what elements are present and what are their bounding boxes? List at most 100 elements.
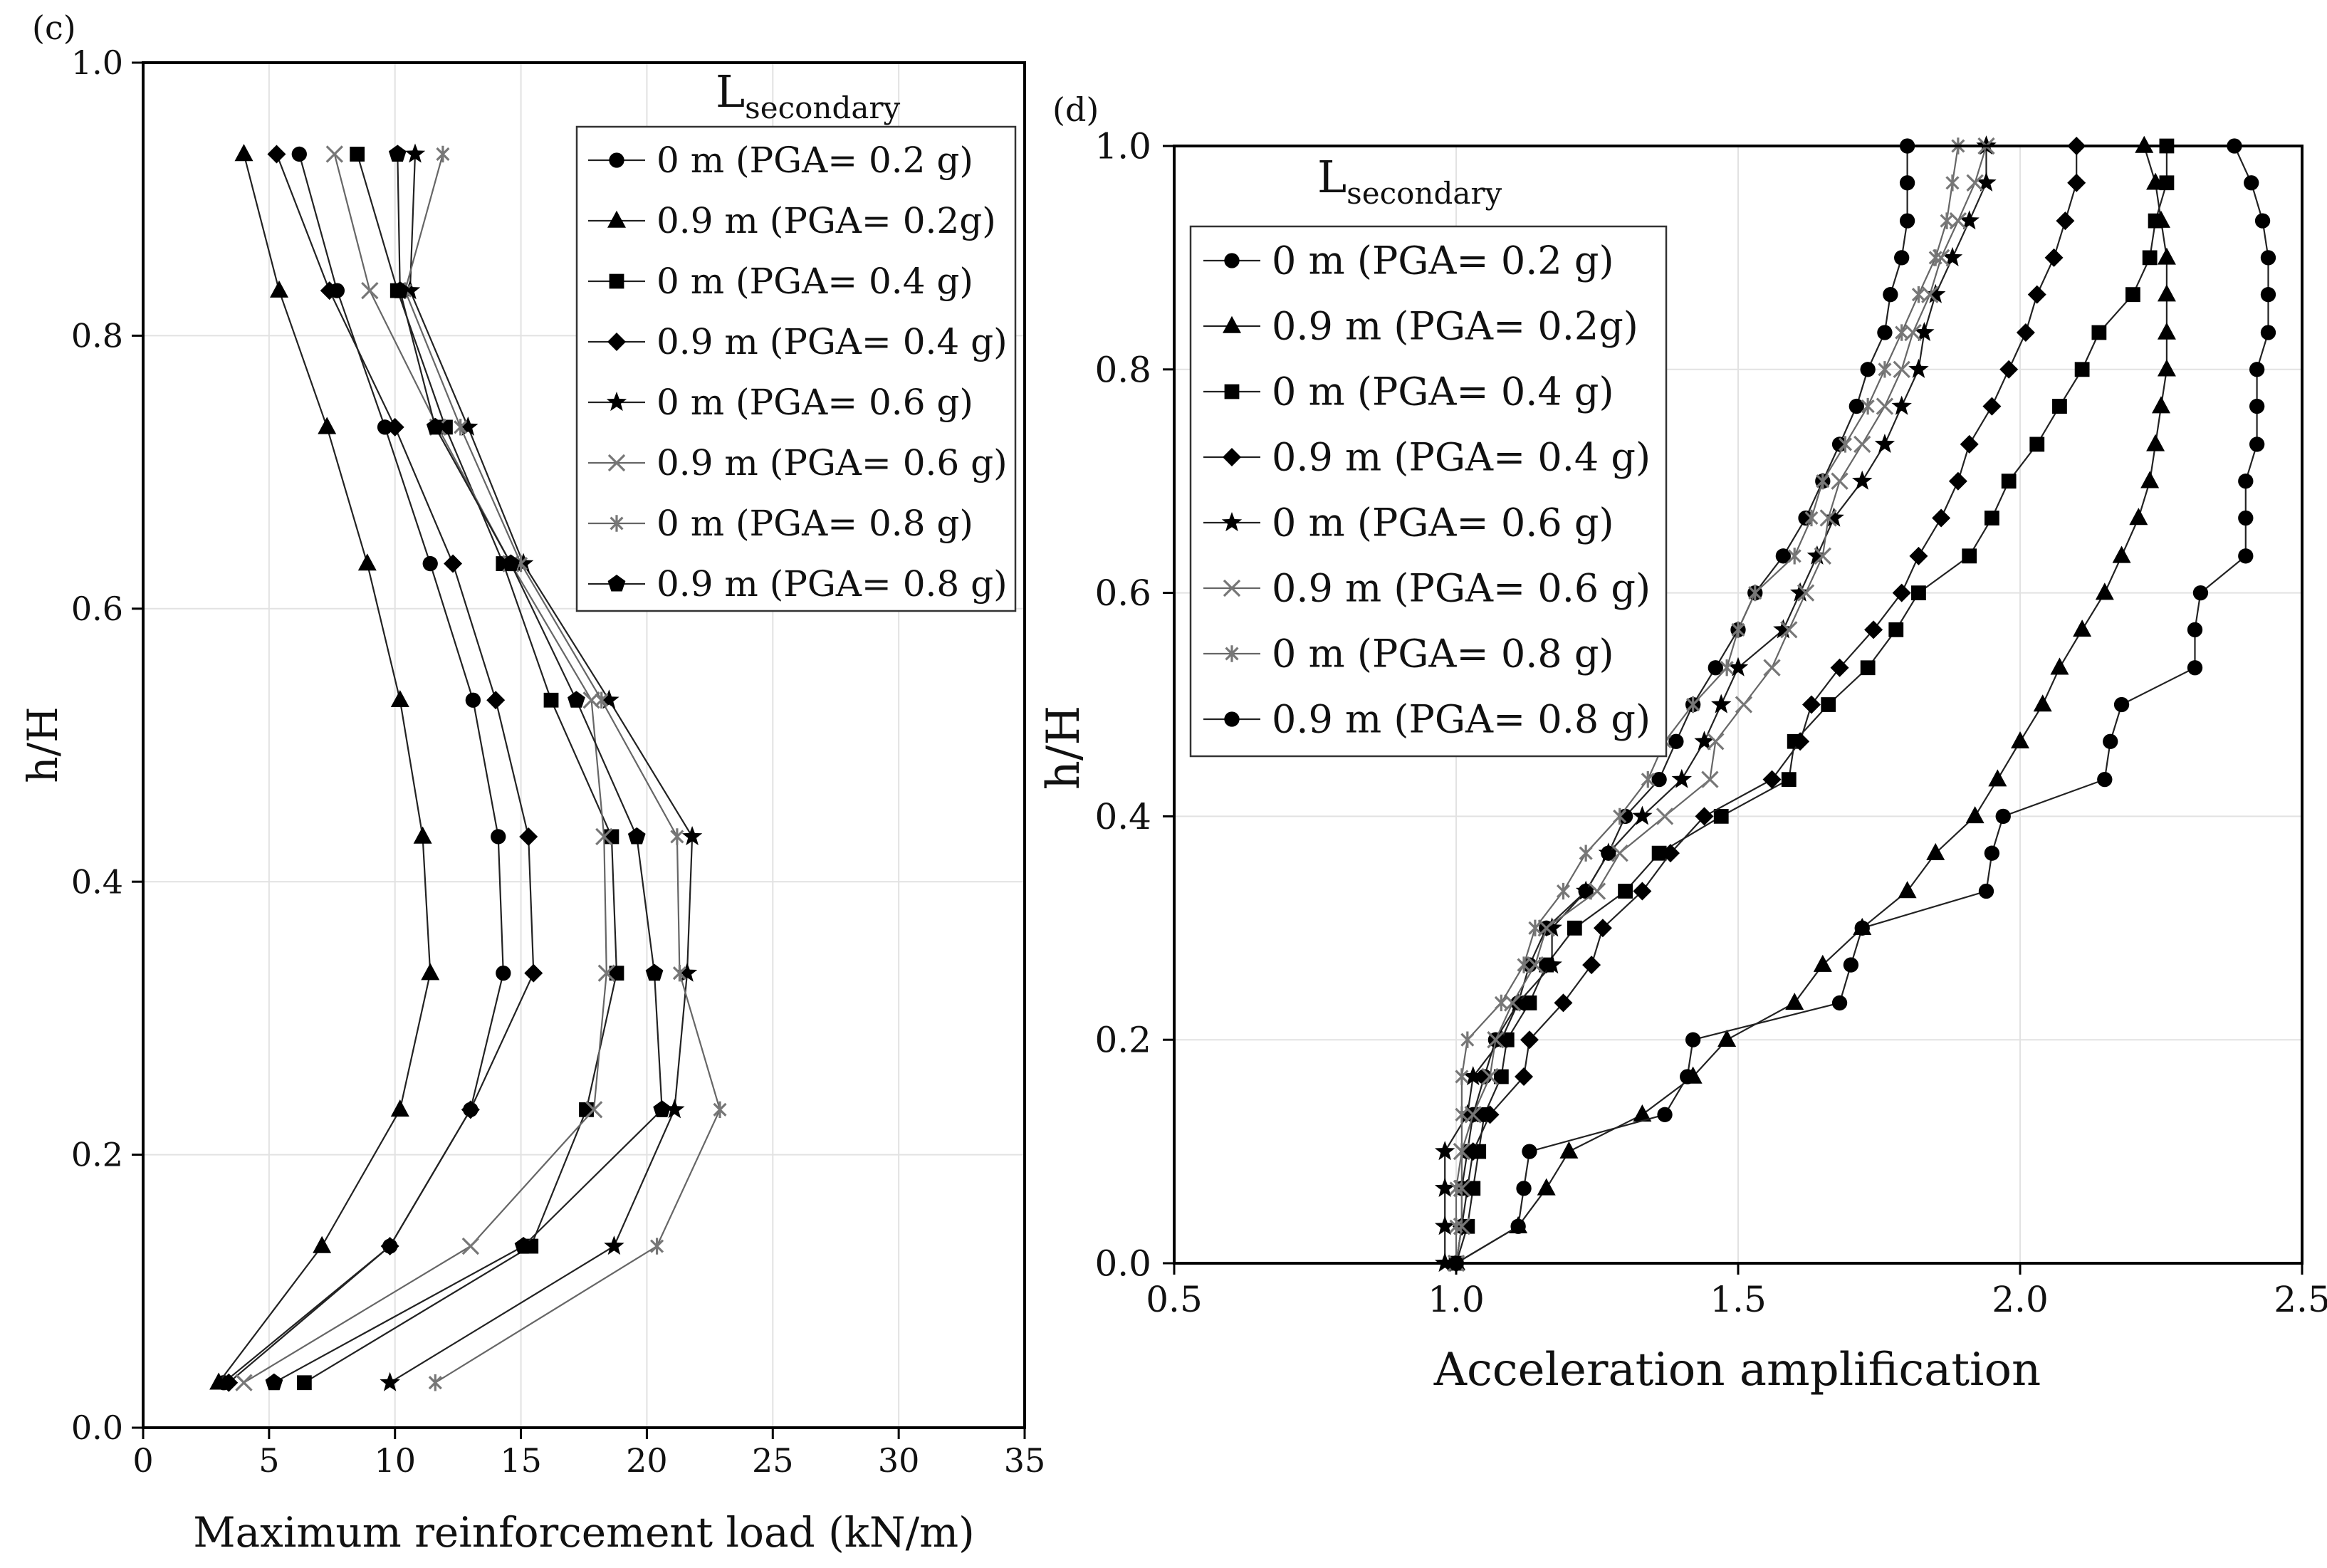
c-data-point [399, 280, 421, 300]
c-legend-item: 0 m (PGA= 0.2 g) [588, 140, 973, 181]
d-data-point [1928, 249, 1942, 266]
d-data-point [2001, 474, 2017, 489]
d-data-point [2238, 510, 2254, 526]
d-data-point [1909, 546, 1928, 565]
c-series-0-9-m-pga-0-6-g [235, 145, 616, 1391]
panel-c-legend-items: 0 m (PGA= 0.2 g) 0.9 m (PGA= 0.2g) 0 m (PG… [588, 140, 1008, 605]
c-y-tick-label: 0.4 [71, 862, 123, 901]
d-data-point [1959, 210, 1980, 230]
d-data-point [2159, 175, 2175, 191]
d-data-point [1848, 398, 1864, 414]
d-data-point [1978, 883, 1994, 899]
c-data-point [604, 1235, 624, 1255]
d-series-0-9-m-pga-0-2g [1447, 135, 2176, 1270]
c-x-tick-label: 25 [752, 1441, 794, 1480]
d-y-tick-label: 1.0 [1094, 126, 1151, 167]
d-data-point [1853, 435, 1871, 454]
d-data-point [1838, 436, 1853, 453]
d-data-point [1899, 175, 1915, 191]
panel-d-legend: Lsecondary 0 m (PGA= 0.2 g) 0.9 m (PGA= 0… [1189, 151, 1668, 758]
panel-c-y-axis-title: h/H [19, 706, 67, 783]
panel-d-label: (d) [1052, 90, 1099, 129]
d-data-point [2187, 660, 2203, 676]
panel-d-legend-title-main: L [1317, 151, 1346, 203]
d-data-point [2157, 322, 2176, 340]
panel-d-legend-title-sub: secondary [1346, 176, 1502, 211]
d-y-tick-label: 0.6 [1094, 573, 1151, 614]
d-legend-item: 0 m (PGA= 0.8 g) [1203, 631, 1614, 676]
d-data-point [1735, 696, 1753, 714]
d-data-point [1925, 283, 1946, 303]
d-data-point [1802, 695, 1821, 714]
c-y-tick-label: 0.0 [71, 1408, 123, 1447]
d-data-point [1988, 769, 2007, 787]
d-data-point [1685, 1032, 1701, 1047]
d-data-point [1814, 547, 1831, 565]
d-data-point [1965, 806, 1985, 824]
d-data-point [1911, 585, 1926, 600]
d-data-point [2029, 437, 2045, 452]
d-data-point [1671, 768, 1692, 788]
d-data-point [1567, 920, 1582, 936]
c-data-point [291, 146, 307, 162]
d-data-point [2260, 250, 2276, 266]
c-data-point [681, 826, 703, 845]
d-data-point [2260, 325, 2276, 340]
c-data-point [422, 555, 438, 572]
d-data-point [1449, 1180, 1463, 1197]
d-data-point [1806, 545, 1828, 565]
d-data-point [1962, 548, 1977, 564]
c-x-tick-label: 15 [500, 1441, 542, 1480]
c-legend-marker [607, 454, 626, 472]
d-data-point [1899, 213, 1915, 229]
d-data-point [1713, 809, 1729, 824]
d-data-point [2146, 434, 2165, 451]
c-data-point [461, 1237, 480, 1255]
c-series-line [228, 154, 535, 1384]
d-data-point [1874, 434, 1895, 453]
c-legend-item: 0.9 m (PGA= 0.4 g) [588, 321, 1008, 362]
c-data-point [234, 144, 253, 162]
d-data-point [1813, 954, 1832, 972]
d-data-point [1656, 807, 1674, 825]
panel-d-acceleration-amplification: (d) 0.5 1.0 1.5 2.0 2.5 0.0 0.2 0.4 0.6 0.8 1.0 Ac… [1037, 90, 2327, 1396]
c-data-point [672, 964, 686, 982]
d-data-point [1893, 360, 1910, 378]
d-legend-label: 0.9 m (PGA= 0.6 g) [1272, 565, 1651, 610]
d-data-point [1720, 659, 1734, 676]
c-legend-label: 0 m (PGA= 0.8 g) [657, 503, 973, 544]
c-data-point [496, 965, 511, 981]
d-data-point [1494, 994, 1508, 1012]
d-series-0-m-pga-0-8-g [1449, 137, 1965, 1272]
c-legend-label: 0.9 m (PGA= 0.6 g) [657, 442, 1008, 484]
c-data-point [491, 829, 506, 845]
d-legend-marker [1224, 711, 1240, 727]
c-series-0-m-pga-0-6-g [380, 143, 703, 1391]
c-data-point [296, 1375, 312, 1391]
d-data-point [1507, 992, 1529, 1012]
c-series-0-9-m-pga-0-4-g [219, 145, 543, 1392]
d-y-tick-label: 0.8 [1094, 349, 1151, 390]
c-legend-marker [609, 152, 624, 168]
d-data-point [1831, 472, 1848, 490]
d-data-point [1861, 397, 1875, 415]
d-data-point [1763, 659, 1781, 676]
d-data-point [1463, 1066, 1483, 1086]
d-data-point [1824, 507, 1844, 527]
c-data-point [664, 1099, 685, 1119]
c-data-point [390, 1099, 409, 1117]
c-data-point [653, 1100, 671, 1117]
d-data-point [1883, 287, 1898, 303]
c-data-point [524, 963, 543, 983]
d-legend-item: 0.9 m (PGA= 0.6 g) [1203, 565, 1651, 610]
c-data-point [645, 963, 664, 981]
d-legend-label: 0 m (PGA= 0.6 g) [1272, 500, 1614, 545]
c-y-tick-label: 0.8 [71, 317, 123, 355]
d-data-point [1588, 882, 1606, 900]
d-x-tick-label: 1.0 [1428, 1279, 1485, 1320]
d-data-point [1797, 584, 1815, 602]
c-legend-item: 0.9 m (PGA= 0.2g) [588, 200, 996, 241]
d-data-point [2249, 398, 2265, 414]
d-data-point [1618, 884, 1633, 899]
d-data-point [1434, 1141, 1455, 1161]
